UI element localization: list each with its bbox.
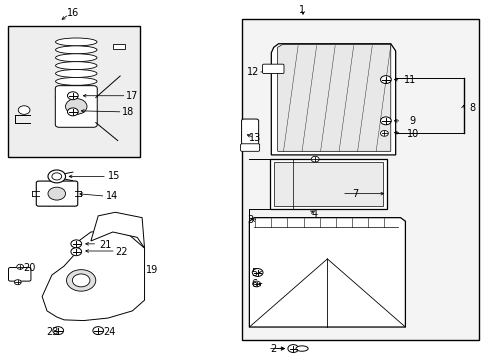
Text: 7: 7 (352, 189, 358, 199)
FancyBboxPatch shape (241, 119, 258, 149)
Ellipse shape (56, 93, 97, 101)
Circle shape (67, 92, 78, 100)
Circle shape (17, 264, 23, 269)
Text: 12: 12 (246, 67, 259, 77)
Circle shape (252, 269, 263, 276)
Circle shape (65, 99, 87, 114)
Text: 10: 10 (406, 129, 418, 139)
Circle shape (380, 117, 390, 125)
Text: 5: 5 (251, 267, 257, 278)
FancyBboxPatch shape (240, 144, 259, 151)
Polygon shape (271, 44, 395, 155)
Text: 6: 6 (251, 279, 257, 289)
Circle shape (311, 156, 319, 162)
Polygon shape (91, 212, 144, 248)
Ellipse shape (56, 62, 97, 69)
FancyBboxPatch shape (8, 267, 31, 281)
Circle shape (380, 131, 387, 136)
FancyBboxPatch shape (36, 181, 78, 206)
FancyBboxPatch shape (262, 64, 284, 73)
Text: 3: 3 (247, 215, 253, 225)
Circle shape (71, 248, 81, 256)
Text: 17: 17 (126, 91, 138, 101)
Circle shape (67, 108, 78, 116)
Polygon shape (277, 44, 390, 151)
Bar (270, 159, 386, 209)
Text: 20: 20 (23, 263, 35, 273)
Circle shape (380, 76, 390, 84)
Ellipse shape (295, 346, 307, 351)
Ellipse shape (56, 46, 97, 54)
Text: 22: 22 (115, 247, 127, 257)
Text: 4: 4 (311, 210, 317, 220)
Text: 19: 19 (145, 265, 158, 275)
Text: 23: 23 (46, 327, 59, 337)
Ellipse shape (56, 85, 97, 93)
Circle shape (93, 327, 103, 334)
Text: 16: 16 (66, 8, 79, 18)
Text: 15: 15 (107, 171, 120, 181)
Ellipse shape (56, 38, 97, 46)
Text: 14: 14 (105, 191, 118, 201)
Bar (113, 44, 125, 49)
Circle shape (71, 240, 81, 248)
Circle shape (72, 274, 90, 287)
Polygon shape (249, 218, 405, 327)
Circle shape (14, 280, 21, 285)
Text: 24: 24 (102, 327, 115, 337)
Text: 8: 8 (468, 103, 475, 113)
Ellipse shape (56, 69, 97, 77)
Circle shape (287, 345, 298, 352)
Polygon shape (42, 230, 144, 320)
Circle shape (18, 106, 30, 114)
Circle shape (48, 170, 65, 183)
Circle shape (252, 281, 260, 287)
Circle shape (52, 173, 61, 180)
Circle shape (53, 327, 63, 334)
Ellipse shape (56, 54, 97, 62)
Text: 9: 9 (409, 116, 415, 126)
Text: 13: 13 (248, 133, 260, 143)
Bar (8, 26, 140, 157)
Bar (273, 162, 383, 206)
Circle shape (48, 187, 65, 200)
Bar (242, 19, 478, 339)
Circle shape (66, 270, 96, 291)
FancyBboxPatch shape (55, 86, 97, 127)
Ellipse shape (56, 77, 97, 85)
Text: 2: 2 (270, 343, 276, 354)
Text: 1: 1 (298, 5, 305, 15)
Text: 18: 18 (122, 107, 134, 117)
Text: 11: 11 (404, 75, 416, 85)
Text: 21: 21 (99, 239, 111, 249)
